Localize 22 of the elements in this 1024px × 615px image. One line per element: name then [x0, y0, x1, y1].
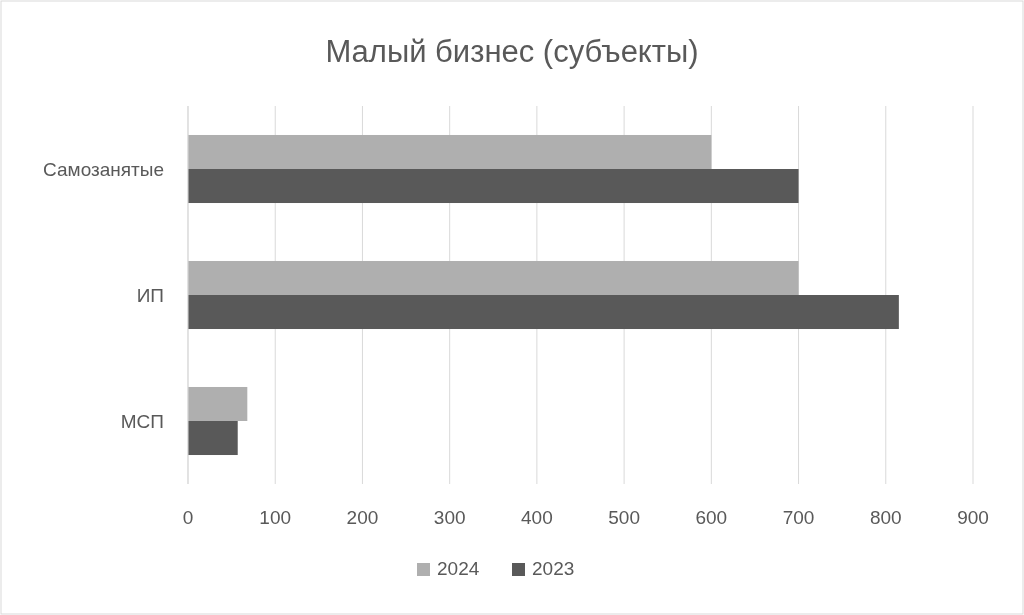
chart-title: Малый бизнес (субъекты)	[325, 34, 699, 69]
x-tick-label: 400	[521, 507, 553, 528]
x-tick-label: 700	[782, 507, 815, 528]
bar	[188, 421, 238, 456]
y-tick-label: ИП	[136, 285, 164, 306]
x-tick-label: 100	[259, 507, 292, 528]
bar	[188, 386, 248, 421]
y-tick-label: МСП	[120, 411, 164, 432]
legend-label: 2023	[532, 558, 575, 579]
bar	[188, 134, 712, 169]
bar	[188, 169, 799, 204]
bar	[188, 295, 899, 330]
x-tick-label: 500	[608, 507, 640, 528]
bar	[188, 260, 799, 295]
x-tick-label: 300	[433, 507, 466, 528]
legend-label: 2024	[437, 558, 480, 579]
x-tick-label: 0	[182, 507, 194, 528]
x-tick-label: 900	[957, 507, 989, 528]
x-tick-label: 200	[346, 507, 379, 528]
y-tick-label: Самозанятые	[43, 159, 164, 180]
x-tick-label: 600	[695, 507, 728, 528]
x-tick-label: 800	[869, 507, 902, 528]
